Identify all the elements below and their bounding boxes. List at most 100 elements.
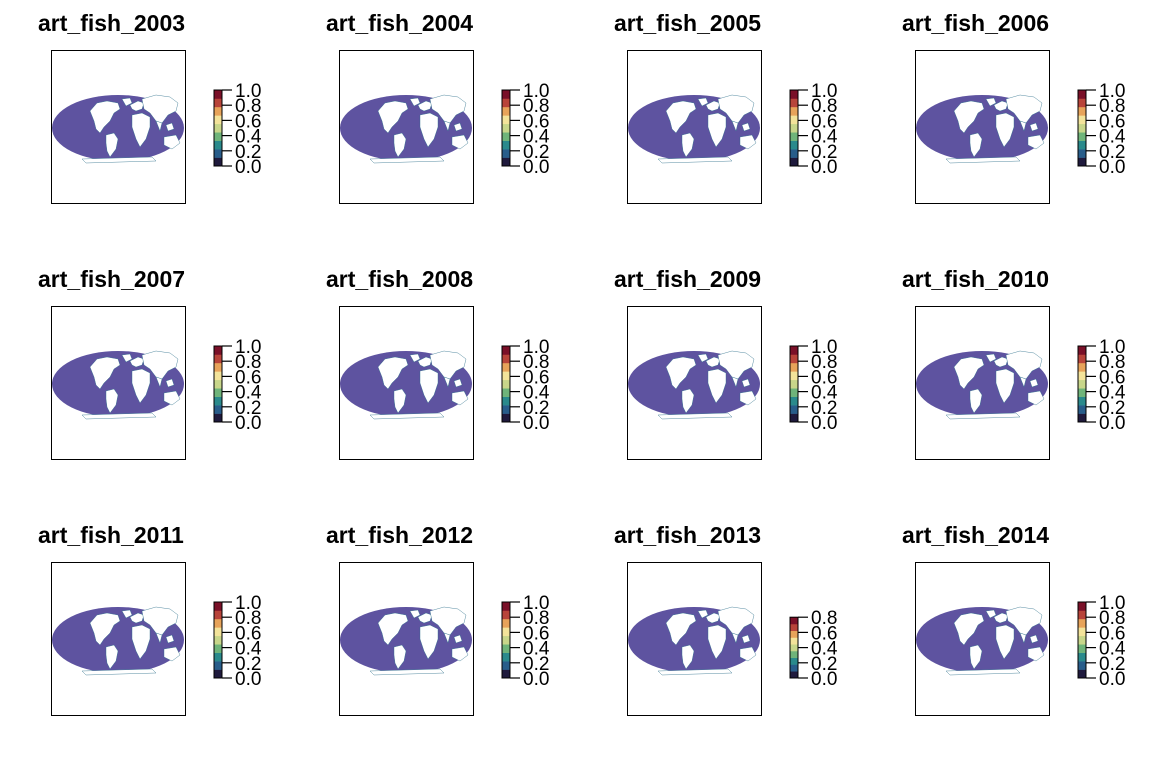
colorbar-tick-label: 1.0 [811, 81, 837, 102]
map-panel: art_fish_2009 1.0 0.8 0.6 0.4 0.2 0.0 [576, 256, 864, 512]
land-mass [993, 100, 1009, 112]
panel-title: art_fish_2003 [38, 10, 186, 36]
colorbar-outline [1077, 345, 1087, 423]
map-frame [915, 50, 1050, 204]
world-map [340, 94, 472, 164]
legend-colorbar: 1.0 0.8 0.6 0.4 0.2 0.0 [212, 81, 288, 178]
colorbar-tick-label: 0.0 [235, 669, 261, 690]
land-mass [697, 97, 709, 107]
colorbar-tick-label: 0.8 [235, 96, 261, 117]
land-mass [681, 644, 695, 670]
land-mass [707, 112, 727, 148]
colorbar-segment [790, 132, 798, 141]
colorbar-tick-label: 0.0 [523, 157, 549, 178]
world-map [52, 94, 184, 164]
legend-svg: 1.00.80.60.40.20.0 [1077, 593, 1126, 690]
map-panel: art_fish_2010 1.0 0.8 0.6 0.4 0.2 0.0 [864, 256, 1152, 512]
land-mass [985, 353, 997, 363]
colorbar-segment [1078, 157, 1086, 167]
colorbar-segment [790, 617, 798, 625]
land-mass [141, 606, 179, 636]
map-panel: art_fish_2005 1.0 0.8 0.6 0.4 0.2 0.0 [576, 0, 864, 256]
land-mass [393, 388, 407, 414]
land-mass [945, 412, 1021, 420]
land-mass [429, 350, 467, 380]
colorbar-segment [502, 644, 510, 653]
colorbar-tick-label: 0.8 [811, 608, 837, 629]
land-mass [731, 632, 739, 644]
colorbar-segment [214, 106, 222, 116]
land-mass [995, 624, 1015, 660]
colorbar-segment [1078, 362, 1086, 372]
colorbar-tick-label: 0.2 [1099, 398, 1125, 419]
land-mass [377, 100, 409, 134]
colorbar-tick-label: 0.4 [1099, 383, 1126, 404]
land-mass [995, 112, 1015, 148]
colorbar-segment [214, 123, 222, 133]
colorbar-segment [790, 657, 798, 665]
colorbar-segment [1078, 354, 1086, 364]
land-mass [377, 612, 409, 646]
land-mass [419, 368, 439, 404]
land-mass [453, 378, 463, 388]
colorbar-segment [1078, 140, 1086, 150]
panel-title: art_fish_2008 [326, 266, 474, 292]
colorbar-tick-label: 1.0 [1099, 81, 1125, 102]
land-mass [155, 120, 163, 132]
colorbar-segment [790, 149, 798, 158]
colorbar-outline [1077, 601, 1087, 679]
legend-colorbar: 1.0 0.8 0.6 0.4 0.2 0.0 [788, 337, 864, 434]
land-mass [429, 94, 467, 124]
panel-title: art_fish_2014 [902, 522, 1050, 548]
legend-colorbar: 1.0 0.8 0.6 0.4 0.2 0.0 [500, 593, 576, 690]
colorbar-segment [1078, 669, 1086, 679]
colorbar-segment [214, 90, 222, 99]
colorbar-tick-label: 0.0 [811, 669, 837, 690]
land-mass [443, 376, 451, 388]
colorbar-segment [502, 346, 510, 355]
colorbar-segment [214, 644, 222, 653]
map-frame [627, 50, 762, 204]
land-mass [665, 356, 697, 390]
colorbar-segment [1078, 602, 1086, 611]
colorbar-segment [790, 630, 798, 638]
colorbar-segment [790, 623, 798, 632]
land-mass [419, 112, 439, 148]
colorbar-segment [502, 627, 510, 637]
land-mass [707, 368, 727, 404]
colorbar-segment [790, 123, 798, 133]
colorbar-tick-label: 0.8 [1099, 96, 1125, 117]
colorbar-tick-label: 0.2 [1099, 654, 1125, 675]
colorbar-segment [214, 132, 222, 141]
land-mass [657, 412, 733, 420]
land-mass [717, 94, 755, 124]
colorbar-segment [1078, 661, 1086, 670]
colorbar-segment [214, 661, 222, 670]
colorbar-tick-label: 0.6 [811, 111, 837, 132]
legend-svg: 1.00.80.60.40.20.0 [213, 593, 262, 690]
land-mass [131, 624, 151, 660]
land-mass [731, 120, 739, 132]
colorbar-segment [790, 650, 798, 659]
colorbar-segment [1078, 644, 1086, 653]
colorbar-outline [213, 345, 223, 423]
colorbar-tick-label: 0.0 [235, 157, 261, 178]
colorbar-tick-label: 0.8 [811, 96, 837, 117]
colorbar-tick-label: 0.2 [1099, 142, 1125, 163]
colorbar-segment [214, 627, 222, 637]
colorbar-tick-label: 0.4 [523, 639, 550, 660]
legend-svg: 1.00.80.60.40.20.0 [213, 81, 262, 178]
colorbar-outline [789, 89, 799, 167]
colorbar-segment [214, 371, 222, 381]
land-mass [681, 132, 695, 158]
legend-colorbar: 1.0 0.8 0.6 0.4 0.2 0.0 [500, 81, 576, 178]
map-frame [627, 306, 762, 460]
colorbar-segment [502, 371, 510, 381]
map-panel: art_fish_2012 1.0 0.8 0.6 0.4 0.2 0.0 [288, 512, 576, 768]
colorbar-segment [214, 354, 222, 364]
colorbar-segment [790, 396, 798, 406]
world-map [916, 350, 1048, 420]
world-map [628, 606, 760, 676]
land-mass [969, 388, 983, 414]
legend-svg: 1.00.80.60.40.20.0 [501, 337, 550, 434]
